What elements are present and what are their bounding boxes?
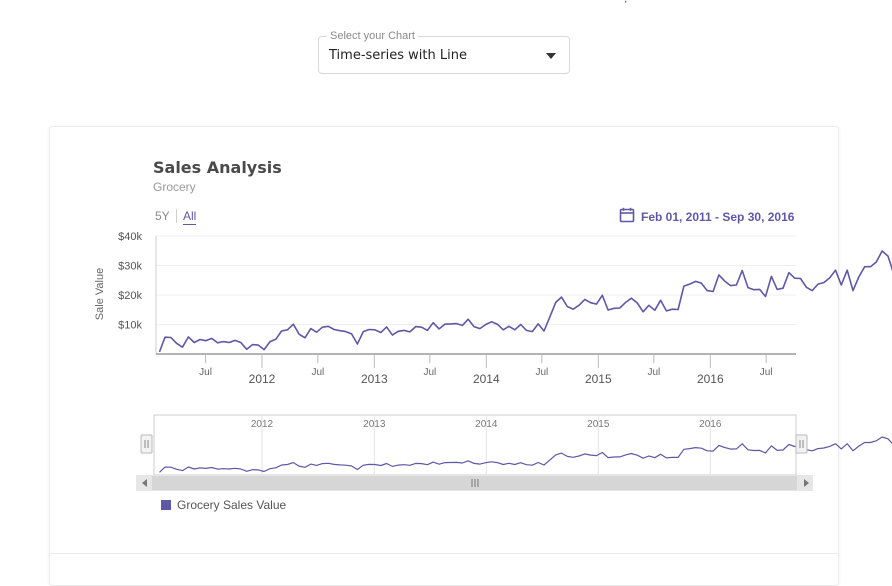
x-tick-label: 2013 bbox=[361, 372, 388, 386]
x-tick-label: Jul bbox=[311, 367, 324, 378]
y-tick-label: $30k bbox=[118, 261, 142, 273]
series-line-grocery-sales bbox=[160, 251, 892, 352]
y-axis-title: Sale Value bbox=[94, 268, 106, 320]
y-tick-label: $10k bbox=[118, 320, 142, 332]
horizontal-scrollbar[interactable] bbox=[136, 475, 813, 491]
grid-lines bbox=[156, 236, 796, 325]
navigator-tick-label: 2012 bbox=[251, 419, 274, 430]
x-tick-label: 2016 bbox=[697, 372, 724, 386]
legend-swatch bbox=[161, 500, 171, 510]
legend-label: Grocery Sales Value bbox=[177, 498, 286, 512]
navigator-tick-label: 2014 bbox=[475, 419, 498, 430]
navigator-handle-right[interactable] bbox=[796, 435, 807, 453]
x-axis: Jul 2012 Jul 2013 Jul 2014 Jul 2015 Jul 2016 Jul bbox=[156, 354, 796, 386]
navigator-tick-label: 2013 bbox=[363, 419, 386, 430]
navigator-tick-label: 2016 bbox=[699, 419, 722, 430]
x-tick-label: 2012 bbox=[249, 372, 276, 386]
chart-legend[interactable]: Grocery Sales Value bbox=[161, 498, 286, 512]
x-tick-label: 2015 bbox=[585, 372, 612, 386]
x-tick-label: Jul bbox=[647, 367, 660, 378]
navigator[interactable]: 2012 2013 2014 2015 2016 bbox=[141, 415, 892, 475]
navigator-handle-left[interactable] bbox=[141, 435, 152, 453]
x-tick-label: Jul bbox=[760, 367, 773, 378]
x-tick-label: Jul bbox=[535, 367, 548, 378]
x-tick-label: Jul bbox=[423, 367, 436, 378]
y-tick-label: $20k bbox=[118, 290, 142, 302]
x-tick-label: Jul bbox=[199, 367, 212, 378]
y-tick-label: $40k bbox=[118, 231, 142, 243]
x-tick-label: 2014 bbox=[473, 372, 500, 386]
y-axis: $10k $20k $30k $40k bbox=[118, 231, 156, 354]
time-series-chart: $10k $20k $30k $40k Sale Value Jul 2012 Jul 20… bbox=[0, 0, 892, 565]
navigator-tick-label: 2015 bbox=[587, 419, 610, 430]
